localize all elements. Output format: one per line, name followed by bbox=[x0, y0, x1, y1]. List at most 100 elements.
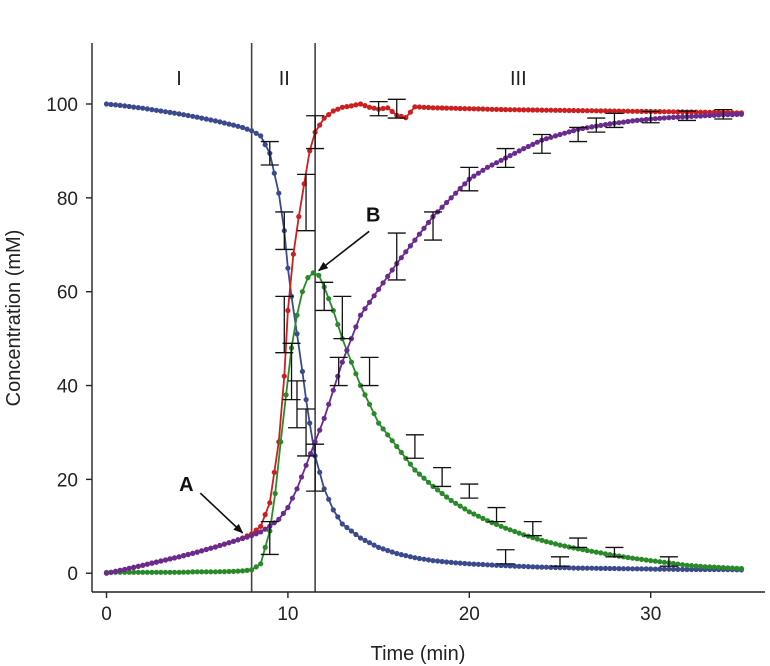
data-point bbox=[357, 382, 364, 389]
error-bar bbox=[641, 110, 660, 124]
x-tick-label: 10 bbox=[277, 604, 298, 625]
data-point bbox=[425, 557, 432, 563]
data-point bbox=[607, 121, 613, 127]
data-point bbox=[362, 392, 368, 398]
data-point bbox=[353, 371, 359, 377]
data-point bbox=[503, 107, 509, 113]
x-tick-label: 20 bbox=[459, 604, 480, 625]
data-point bbox=[457, 560, 463, 566]
region-label: III bbox=[510, 68, 527, 90]
data-point bbox=[448, 105, 454, 111]
error-bar bbox=[605, 112, 624, 129]
data-point bbox=[616, 566, 622, 572]
data-point bbox=[230, 568, 237, 575]
data-point bbox=[330, 387, 336, 393]
data-point bbox=[448, 559, 454, 566]
data-point bbox=[507, 107, 513, 113]
data-point bbox=[140, 569, 146, 575]
data-point bbox=[620, 554, 627, 560]
data-series bbox=[103, 270, 745, 575]
series-line bbox=[106, 271, 742, 574]
data-point bbox=[448, 195, 454, 201]
data-point bbox=[498, 523, 504, 529]
data-point bbox=[534, 107, 540, 113]
data-point bbox=[162, 569, 169, 575]
data-point bbox=[453, 105, 459, 111]
data-point bbox=[321, 115, 327, 121]
data-point bbox=[634, 556, 640, 562]
data-point bbox=[534, 564, 540, 570]
data-point bbox=[380, 546, 386, 552]
data-point bbox=[421, 225, 427, 231]
data-point bbox=[385, 105, 391, 111]
error-bar bbox=[496, 147, 515, 168]
data-point bbox=[716, 112, 722, 118]
region-label: II bbox=[279, 68, 290, 90]
data-point bbox=[462, 560, 468, 567]
data-point bbox=[421, 104, 427, 110]
data-series bbox=[103, 101, 745, 576]
error-bar bbox=[360, 356, 379, 387]
data-point bbox=[507, 563, 513, 569]
data-point bbox=[344, 347, 350, 353]
data-point bbox=[539, 564, 545, 570]
y-tick-label: 60 bbox=[57, 283, 78, 304]
data-point bbox=[299, 289, 305, 295]
data-point bbox=[493, 160, 500, 166]
data-point bbox=[185, 569, 191, 575]
data-point bbox=[103, 570, 110, 576]
data-point bbox=[625, 554, 631, 561]
data-point bbox=[598, 550, 604, 556]
data-point bbox=[348, 103, 354, 109]
data-point bbox=[666, 115, 672, 121]
data-point bbox=[471, 561, 477, 567]
data-point bbox=[725, 565, 731, 571]
data-point bbox=[498, 157, 504, 163]
data-point bbox=[122, 103, 128, 109]
data-point bbox=[439, 558, 445, 565]
data-point bbox=[716, 564, 722, 571]
data-point bbox=[707, 564, 713, 570]
data-point bbox=[480, 106, 486, 112]
data-point bbox=[630, 108, 636, 114]
error-bar bbox=[369, 101, 388, 117]
error-bars bbox=[260, 98, 733, 567]
data-point bbox=[584, 547, 590, 554]
data-point bbox=[598, 122, 604, 128]
data-point bbox=[589, 548, 595, 554]
data-point bbox=[330, 307, 336, 314]
data-point bbox=[158, 558, 164, 564]
data-point bbox=[398, 255, 404, 261]
data-point bbox=[512, 563, 518, 569]
data-point bbox=[643, 557, 649, 563]
data-point bbox=[276, 516, 282, 522]
annotation: A bbox=[179, 474, 244, 534]
data-point bbox=[262, 526, 268, 532]
data-point bbox=[321, 486, 327, 492]
data-point bbox=[602, 108, 609, 114]
error-bar bbox=[405, 434, 424, 459]
data-point bbox=[181, 569, 187, 575]
data-point bbox=[620, 119, 627, 125]
data-point bbox=[208, 545, 214, 551]
data-point bbox=[258, 561, 264, 567]
data-point bbox=[403, 553, 409, 559]
data-point bbox=[688, 113, 695, 119]
data-point bbox=[543, 539, 550, 545]
data-point bbox=[294, 312, 300, 318]
data-point bbox=[357, 535, 364, 541]
data-point bbox=[580, 108, 586, 114]
data-point bbox=[353, 102, 359, 108]
data-point bbox=[503, 525, 509, 531]
data-point bbox=[171, 555, 178, 561]
data-point bbox=[185, 112, 191, 119]
data-point bbox=[357, 312, 364, 318]
data-point bbox=[108, 569, 114, 575]
data-point bbox=[652, 566, 658, 572]
data-point bbox=[281, 373, 287, 379]
data-point bbox=[412, 237, 418, 243]
data-point bbox=[135, 569, 141, 575]
data-point bbox=[167, 556, 173, 562]
data-point bbox=[308, 451, 314, 457]
